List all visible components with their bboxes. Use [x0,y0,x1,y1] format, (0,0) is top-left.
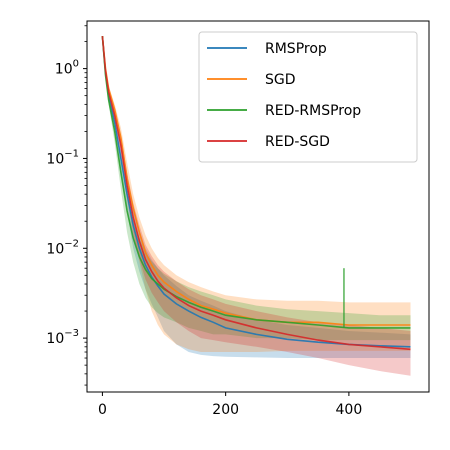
sgd-line [101,36,411,326]
x-tick-label: 0 [98,402,107,418]
y-tick-label: 10−1 [46,148,79,167]
y-tick-label: 100 [55,59,79,78]
rmsprop-line [101,36,411,348]
legend-label: RMSProp [265,41,327,57]
legend: RMSProp SGD RED-RMSProp RED-SGD [198,31,418,163]
legend-label: RED-SGD [265,134,330,150]
red-rmsprop-line [101,36,411,329]
legend-item-rmsprop: RMSProp [207,41,327,57]
legend-item-sgd: SGD [207,72,296,88]
confidence-bands [102,36,411,376]
sgd-band [102,36,411,352]
red-sgd-line [101,36,411,351]
y-axis-ticks: 100 10−1 10−2 10−3 [46,25,87,386]
x-axis-ticks: 0 200 400 [98,392,362,418]
plot-area-frame [86,20,430,393]
legend-label: RED-RMSProp [265,103,361,119]
y-tick-label: 10−3 [46,328,79,347]
series-lines [101,36,411,351]
red-sgd-band [102,36,411,376]
legend-label: SGD [265,72,296,88]
legend-item-red-sgd: RED-SGD [207,134,330,150]
legend-box [198,31,418,163]
y-tick-label: 10−2 [46,238,79,257]
x-tick-label: 400 [336,402,363,418]
x-tick-label: 200 [212,402,239,418]
legend-item-red-rmsprop: RED-RMSProp [207,103,361,119]
